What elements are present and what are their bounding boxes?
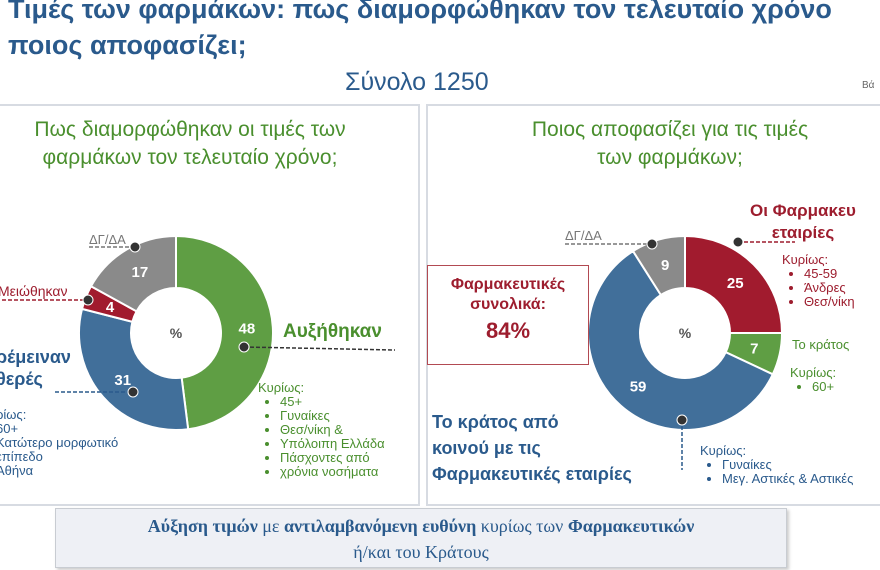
left-stable-line2: θερές [0, 369, 43, 389]
leader-dot [676, 414, 688, 426]
right-pharma-sub-list: 45-59ΆνδρεςΘεσ/νίκη [782, 267, 855, 309]
right-pharma-label: Οι Φαρμακευ εταιρίες [750, 200, 856, 244]
left-stable-label: ρέμειναν θερές [0, 346, 71, 390]
right-pharma-line2: εταιρίες [771, 223, 835, 242]
left-donut-slice [175, 234, 274, 431]
summary-bold-2: αντιλαμβανόμενη ευθύνη [283, 516, 477, 536]
left-increased-sub-item: Γυναίκες [280, 409, 385, 423]
left-title-line1: Πως διαμορφώθηκαν οι τιμές των [34, 118, 346, 141]
summary-line2: ή/και του Κράτους [353, 542, 489, 562]
left-donut-value-label: 4 [106, 299, 115, 316]
right-pharma-sub-title: Κυρίως: [782, 252, 829, 267]
left-donut-chart: 48 31 4 17% [78, 234, 274, 431]
right-panel-title: Ποιος αποφασίζει για τις τιμές των φαρμά… [470, 116, 870, 172]
right-both-sub: Κυρίως: ΓυναίκεςΜεγ. Αστικές & Αστικές [700, 444, 853, 486]
summary-text-1: με [257, 516, 284, 536]
right-both-label: Το κράτος από κοινού με τις Φαρμακευτικέ… [432, 409, 632, 487]
left-title-line2: φαρμάκων τον τελευταίο χρόνο; [42, 146, 338, 169]
left-panel-title: Πως διαμορφώθηκαν οι τιμές των φαρμάκων … [0, 116, 390, 172]
leader-dot [238, 341, 250, 353]
summary-text-2: κυρίως των [476, 516, 568, 536]
summary-box: Αύξηση τιμών με αντιλαμβανόμενη ευθύνη κ… [55, 508, 787, 568]
pharma-total-line1: Φαρμακευτικές [450, 276, 566, 293]
left-donut-center-label: % [170, 325, 183, 341]
right-pharma-sub-item: 45-59 [804, 267, 855, 281]
right-donut-center-label: % [679, 325, 692, 341]
pharma-total-line2: συνολικά: [470, 296, 546, 313]
right-state-sub-item: 60+ [812, 380, 836, 394]
pharma-total-value: 84% [485, 318, 531, 343]
right-both-sub-list: ΓυναίκεςΜεγ. Αστικές & Αστικές [700, 458, 853, 486]
pharma-total-box: Φαρμακευτικές συνολικά: 84% [427, 265, 589, 365]
page-title: Τιμές των φαρμάκων: πως διαμορφώθηκαν το… [8, 0, 832, 24]
left-donut-slice [78, 307, 190, 431]
right-state-sub-list: 60+ [790, 380, 836, 394]
left-increased-sub: Κυρίως: 45+ΓυναίκεςΘεσ/νίκη &Υπόλοιπη Ελ… [258, 381, 385, 479]
right-both-line3: Φαρμακευτικές εταιρίες [432, 464, 632, 484]
left-stable-sub-title: ρίως: [0, 407, 27, 422]
right-pharma-sub-item: Άνδρες [804, 281, 855, 295]
right-both-sub-item: Μεγ. Αστικές & Αστικές [722, 472, 853, 486]
right-state-sub-title: Κυρίως: [790, 365, 837, 380]
page-title-line2: ποιος αποφασίζει; [8, 30, 247, 60]
left-increased-sub-item: 45+ [280, 395, 385, 409]
corner-text: Βά [862, 80, 875, 91]
left-stable-sub-item: 60+ [0, 421, 19, 436]
left-donut-value-label: 17 [132, 264, 149, 281]
leader-dot [732, 236, 744, 248]
left-increased-label: Αυξήθηκαν [283, 321, 382, 342]
right-donut-value-label: 59 [630, 378, 647, 395]
right-donut-value-label: 7 [750, 340, 758, 357]
leader-dot [646, 238, 658, 250]
right-donut-slice [684, 234, 784, 334]
right-both-sub-item: Γυναίκες [722, 458, 853, 472]
left-donut-value-label: 48 [239, 321, 256, 338]
right-both-sub-title: Κυρίως: [700, 443, 747, 458]
left-stable-sub-item: επίπεδο [0, 449, 43, 464]
right-both-line2: κοινού με τις [432, 438, 541, 458]
right-donut-slice [587, 249, 775, 431]
right-donut-value-label: 9 [661, 257, 669, 274]
left-stable-sub-item: Αθήνα [0, 463, 34, 478]
leader-dot [129, 241, 141, 253]
right-dk-label: ΔΓ/ΔΑ [565, 228, 602, 243]
right-pharma-sub-item: Θεσ/νίκη [804, 295, 855, 309]
left-increased-sub-title: Κυρίως: [258, 380, 305, 395]
right-donut-value-label: 25 [727, 275, 744, 292]
leader-dot [127, 386, 139, 398]
left-increased-sub-item: Θεσ/νίκη & [280, 423, 385, 437]
right-title-line1: Ποιος αποφασίζει για τις τιμές [531, 118, 809, 141]
leader-line [243, 346, 396, 351]
summary-line1: Αύξηση τιμών με αντιλαμβανόμενη ευθύνη κ… [56, 513, 786, 539]
left-decreased-label: Μειώθηκαν [0, 283, 68, 299]
left-stable-sub-item: Κατώτερο μορφωτικό [0, 435, 119, 450]
left-increased-sub-item: Υπόλοιπη Ελλάδα [280, 437, 385, 451]
left-increased-sub-list: 45+ΓυναίκεςΘεσ/νίκη &Υπόλοιπη ΕλλάδαΠάσχ… [258, 395, 385, 479]
right-both-line1: Το κράτος από [432, 412, 559, 432]
left-donut-slice [89, 234, 177, 313]
summary-bold-3: Φαρμακευτικών [567, 516, 695, 536]
right-state-sub: Κυρίως: 60+ [790, 366, 836, 394]
summary-bold-1: Αύξηση τιμών [147, 516, 258, 536]
right-title-line2: των φαρμάκων; [597, 146, 743, 169]
right-pharma-line1: Οι Φαρμακευ [750, 201, 856, 220]
left-increased-sub-item: Πάσχοντες από [280, 451, 385, 465]
right-donut-chart: 25 7 59 9% [587, 234, 784, 431]
right-state-label: Το κράτος [792, 337, 850, 352]
leader-dot [82, 294, 94, 306]
left-increased-sub-item: χρόνια νοσήματα [280, 465, 385, 479]
left-stable-line1: ρέμειναν [0, 347, 71, 367]
right-pharma-sub: Κυρίως: 45-59ΆνδρεςΘεσ/νίκη [782, 253, 855, 309]
leader-lines [2, 236, 795, 470]
total-sample: Σύνολο 1250 [345, 68, 489, 96]
left-donut-value-label: 31 [114, 372, 131, 389]
left-dk-label: ΔΓ/ΔΑ [89, 232, 126, 247]
